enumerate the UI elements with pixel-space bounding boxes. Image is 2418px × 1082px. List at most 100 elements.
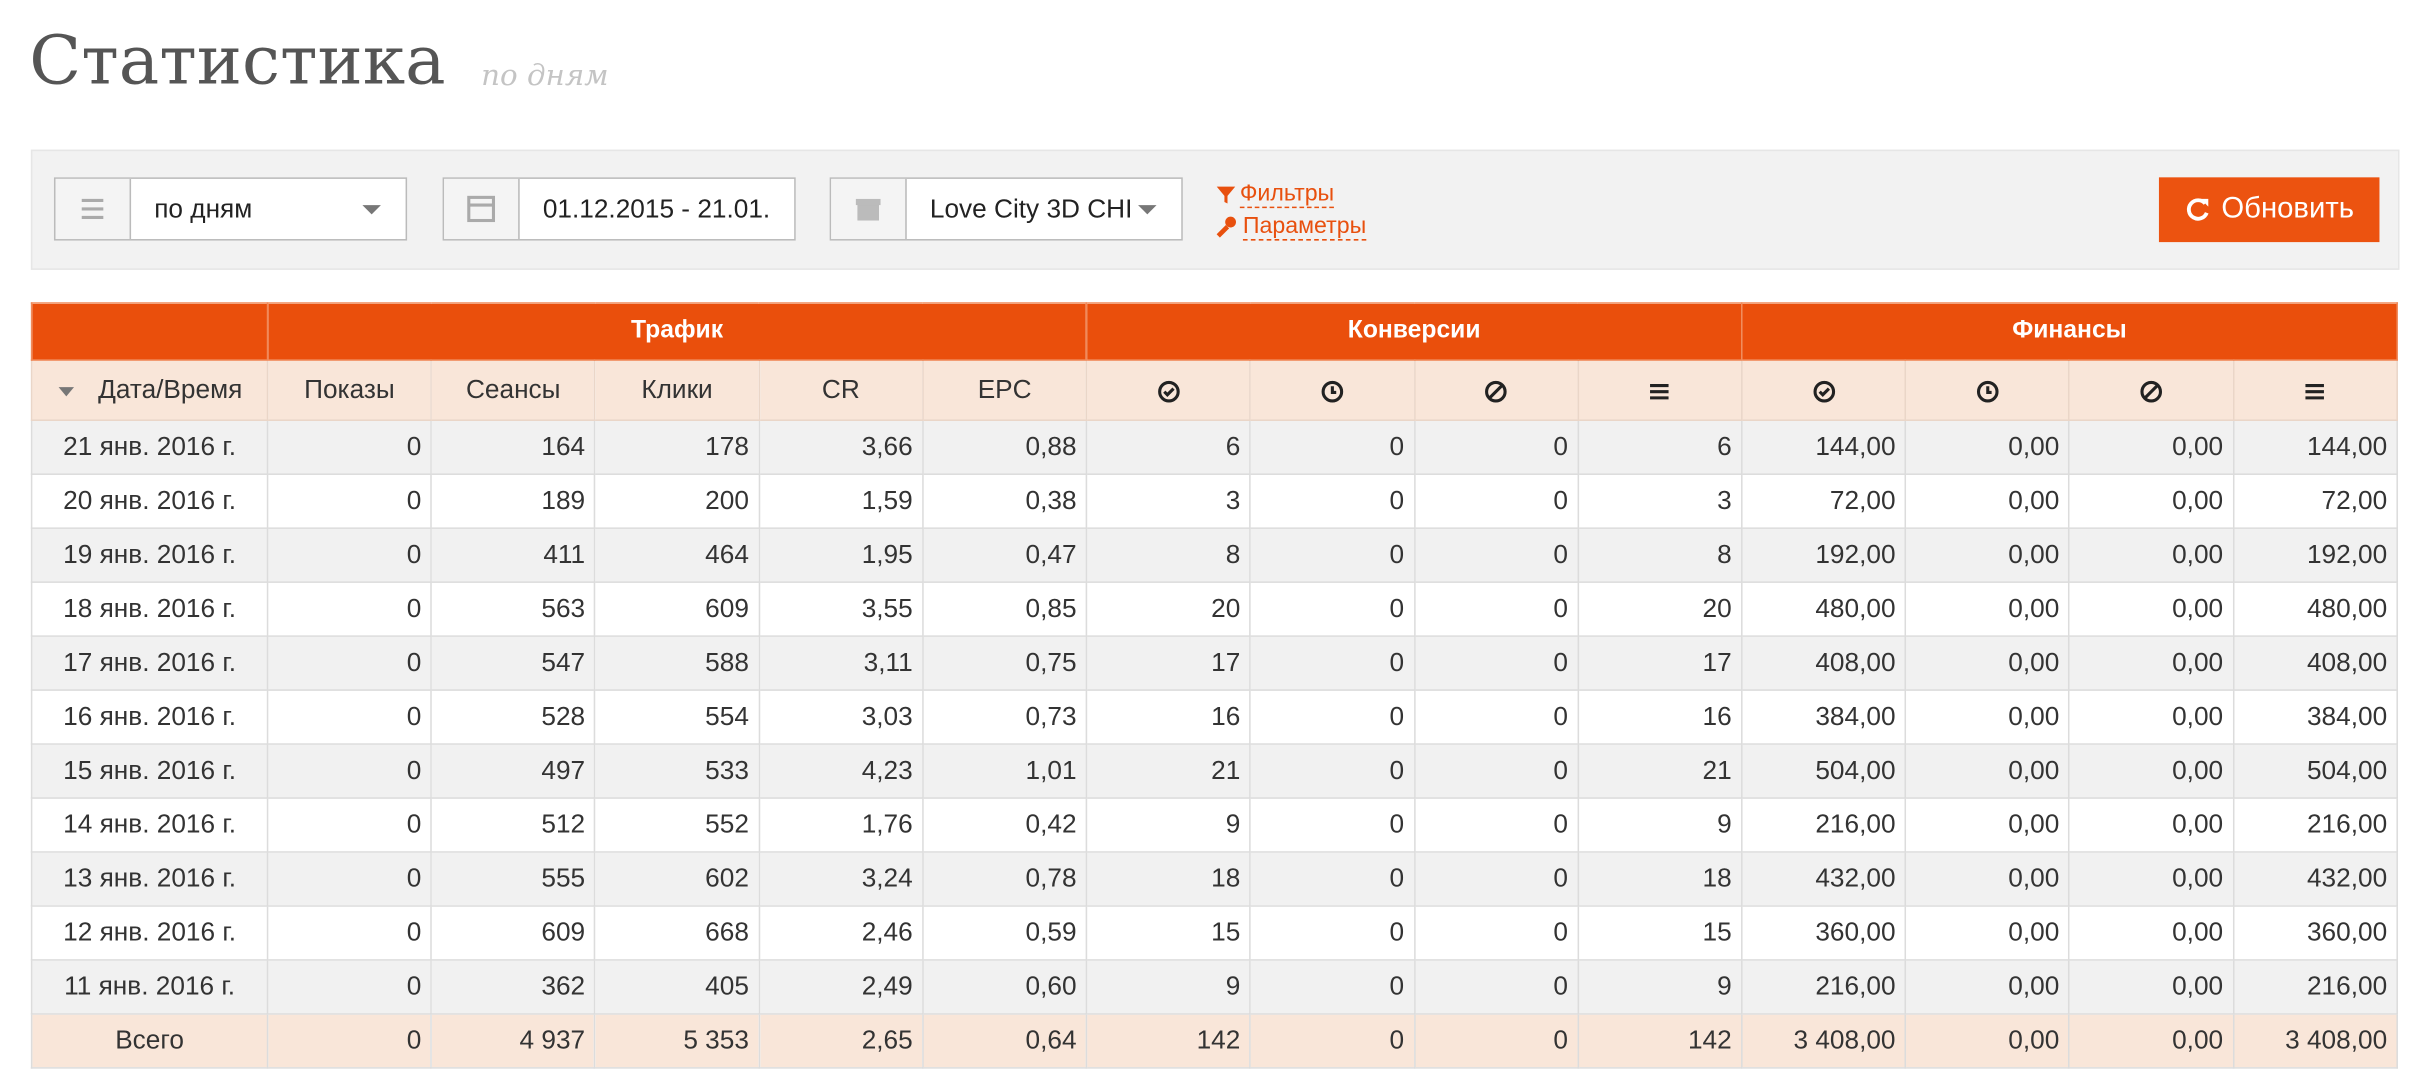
cell: 144,00 [1740,419,1907,475]
cell: 0 [1249,635,1415,691]
cell: 216,00 [1740,797,1907,853]
column-header: EPC [921,359,1088,421]
cell: 0,00 [1904,635,2071,691]
cell: 0 [1413,581,1579,637]
cell: 0 [1413,959,1579,1015]
data-row: 16 янв. 2016 г. 0 528 554 3,03 0,73 16 0 0 16 384,… [30,689,2398,745]
cell: 15 янв. 2016 г. [30,743,269,799]
cell: 3,11 [758,635,924,691]
group-header [30,302,269,361]
total-cell: 0 [1249,1013,1415,1069]
data-row: 19 янв. 2016 г. 0 411 464 1,95 0,47 8 0 0 8 192,00… [30,527,2398,583]
cell: 0 [1413,905,1579,961]
icon-header [1085,359,1252,421]
cell: 0,42 [921,797,1088,853]
cell: 405 [594,959,760,1015]
total-row: Всего 0 4 937 5 353 2,65 0,64 142 0 0 142 3 408,00… [30,1013,2398,1069]
date-input[interactable]: 01.12.2015 - 21.01. [442,177,796,241]
icon-header [1413,359,1579,421]
icon-header [2068,359,2234,421]
icon-header [1577,359,1743,421]
cell: 16 [1577,689,1743,745]
data-row: 18 янв. 2016 г. 0 563 609 3,55 0,85 20 0 0 20 480,… [30,581,2398,637]
cell: 668 [594,905,760,961]
cell: 16 [1085,689,1252,745]
cell: 0,00 [2068,473,2234,529]
cell: 16 янв. 2016 г. [30,689,269,745]
data-row: 20 янв. 2016 г. 0 189 200 1,59 0,38 3 0 0 3 72,00 0… [30,473,2398,529]
cell: 0,00 [2068,581,2234,637]
cell: 21 [1085,743,1252,799]
cell: 0 [266,473,433,529]
cell: 164 [430,419,596,475]
cell: 18 янв. 2016 г. [30,581,269,637]
params-link[interactable]: Параметры [1242,212,1367,241]
cell: 178 [594,419,760,475]
cell: 0 [1413,527,1579,583]
total-cell: 0 [266,1013,433,1069]
cell: 13 янв. 2016 г. [30,851,269,907]
cell: 408,00 [1740,635,1907,691]
cell: 15 [1085,905,1252,961]
icon [55,178,132,240]
cell: 0 [266,419,433,475]
cell: 0 [266,851,433,907]
cell: 0 [1249,581,1415,637]
column-row: Дата/Время Показы Сеансы Клики CR EPC [30,359,2398,421]
cell: 15 [1577,905,1743,961]
cell: 362 [430,959,596,1015]
cell: 1,59 [758,473,924,529]
cell: 0 [1249,527,1415,583]
refresh-button[interactable]: Обновить [2158,177,2380,243]
icon [1321,380,1344,402]
offer-select[interactable]: Love City 3D CHI [829,177,1183,241]
cell: 20 [1577,581,1743,637]
filters-link[interactable]: Фильтры [1239,180,1335,209]
icon [2140,380,2163,402]
cell: 408,00 [2232,635,2398,691]
group-header: Конверсии [1085,302,1743,361]
cell: 17 [1577,635,1743,691]
total-cell: 142 [1577,1013,1743,1069]
cell: 9 [1085,797,1252,853]
cell: 21 [1577,743,1743,799]
cell: 464 [594,527,760,583]
cell: 0,00 [1904,527,2071,583]
cell: 2,46 [758,905,924,961]
cell: 0 [1413,635,1579,691]
total-cell: 3 408,00 [1740,1013,1907,1069]
cell: 497 [430,743,596,799]
icon [831,178,907,240]
column-header: Дата/Время [30,359,269,421]
cell: 0 [266,743,433,799]
caret [1138,205,1157,215]
select-text: по дням [154,194,253,224]
icon [58,386,74,396]
icon [2305,383,2325,399]
cell: 18 [1577,851,1743,907]
cell: 0 [266,959,433,1015]
cell: 480,00 [1740,581,1907,637]
cell: 0,00 [1904,959,2071,1015]
cell: 0 [1413,797,1579,853]
cell: 1,76 [758,797,924,853]
cell: 1,95 [758,527,924,583]
total-cell: Всего [30,1013,269,1069]
total-cell: 5 353 [594,1013,760,1069]
date-text: 01.12.2015 - 21.01. [542,194,771,224]
icon-header [1740,359,1907,421]
cell: 189 [430,473,596,529]
refresh-icon [2187,198,2210,221]
data-row: 21 янв. 2016 г. 0 164 178 3,66 0,88 6 0 0 6 144,00… [30,419,2398,475]
group-select[interactable]: по дням [53,177,408,241]
cell: 216,00 [2232,959,2398,1015]
cell: 144,00 [2232,419,2398,475]
cell: 6 [1577,419,1743,475]
icon [1485,380,1507,402]
cell: 0,59 [921,905,1088,961]
cell: 0,00 [1904,473,2071,529]
cell: 602 [594,851,760,907]
caret [362,205,381,215]
cell: 480,00 [2232,581,2398,637]
